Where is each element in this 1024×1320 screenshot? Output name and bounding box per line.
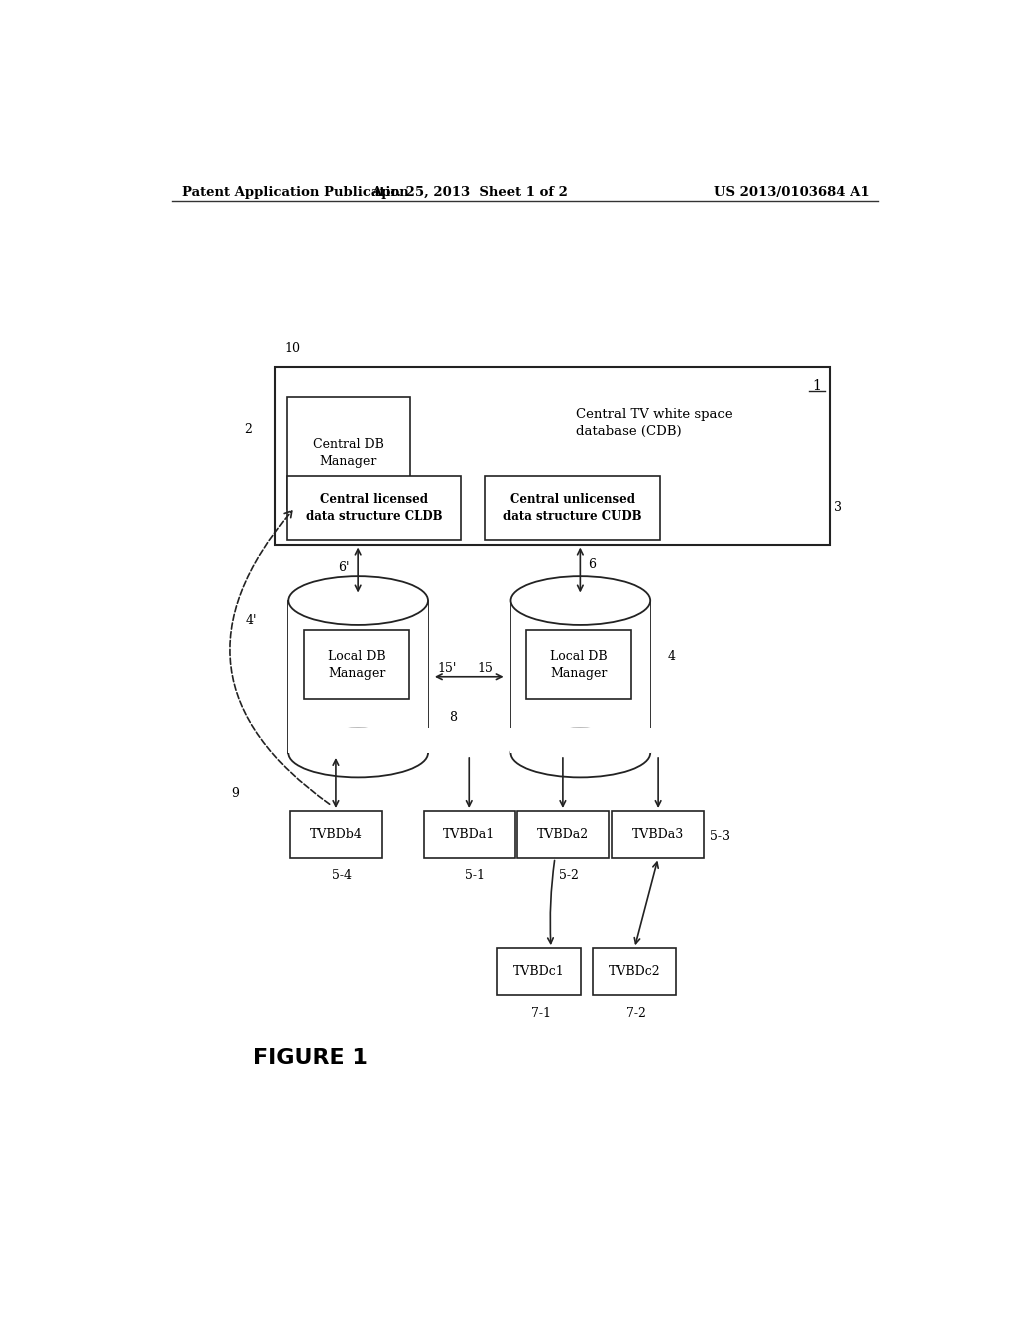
Bar	[517, 810, 608, 858]
Text: 6': 6'	[338, 561, 350, 574]
Bar	[290, 810, 382, 858]
Text: TVBDa1: TVBDa1	[443, 828, 496, 841]
FancyArrowPatch shape	[229, 511, 330, 804]
Text: 10: 10	[285, 342, 300, 355]
Text: 5-1: 5-1	[465, 870, 485, 883]
Text: TVBDb4: TVBDb4	[309, 828, 362, 841]
Bar	[510, 727, 651, 752]
Text: 3: 3	[835, 502, 843, 513]
Bar	[287, 397, 410, 510]
Text: Patent Application Publication: Patent Application Publication	[182, 186, 409, 199]
Text: 1: 1	[812, 379, 821, 393]
Text: Apr. 25, 2013  Sheet 1 of 2: Apr. 25, 2013 Sheet 1 of 2	[371, 186, 567, 199]
Bar	[424, 810, 515, 858]
Text: 4': 4'	[246, 614, 257, 627]
Bar	[498, 948, 581, 995]
Bar	[287, 475, 462, 540]
Bar	[593, 948, 676, 995]
Text: TVBDc1: TVBDc1	[513, 965, 565, 978]
Text: 8: 8	[450, 711, 458, 723]
Text: 4: 4	[668, 649, 676, 663]
Text: Local DB
Manager: Local DB Manager	[550, 649, 607, 680]
Text: TVBDa3: TVBDa3	[632, 828, 684, 841]
Text: FIGURE 1: FIGURE 1	[253, 1048, 368, 1068]
Text: Local DB
Manager: Local DB Manager	[328, 649, 385, 680]
Bar	[288, 727, 429, 752]
Bar	[526, 630, 631, 700]
Text: LDB: LDB	[566, 729, 594, 742]
Ellipse shape	[289, 576, 428, 624]
Bar	[612, 810, 703, 858]
Text: 5-2: 5-2	[559, 870, 579, 883]
Bar	[485, 475, 659, 540]
Text: 7-2: 7-2	[627, 1007, 646, 1019]
Text: TVBDc2: TVBDc2	[608, 965, 660, 978]
Bar	[274, 367, 830, 545]
Text: Central DB
Manager: Central DB Manager	[312, 438, 384, 469]
Ellipse shape	[511, 729, 650, 777]
Text: 15': 15'	[437, 663, 457, 675]
Text: 6: 6	[588, 558, 596, 572]
Ellipse shape	[511, 576, 650, 624]
Text: LDB: LDB	[344, 729, 372, 742]
Text: TVBDa2: TVBDa2	[537, 828, 589, 841]
Text: US 2013/0103684 A1: US 2013/0103684 A1	[715, 186, 870, 199]
Text: 5-4: 5-4	[332, 870, 352, 883]
Text: Central TV white space
database (CDB): Central TV white space database (CDB)	[577, 408, 733, 438]
Text: 15: 15	[477, 663, 494, 675]
Ellipse shape	[289, 729, 428, 777]
Bar	[289, 601, 428, 752]
Bar	[511, 601, 650, 752]
Text: 5-3: 5-3	[710, 830, 730, 843]
Text: 7-1: 7-1	[531, 1007, 551, 1019]
Text: Central unlicensed
data structure CUDB: Central unlicensed data structure CUDB	[503, 492, 642, 523]
Text: 2: 2	[245, 422, 253, 436]
Bar	[304, 630, 409, 700]
Text: Central licensed
data structure CLDB: Central licensed data structure CLDB	[306, 492, 442, 523]
Text: 9: 9	[231, 787, 239, 800]
